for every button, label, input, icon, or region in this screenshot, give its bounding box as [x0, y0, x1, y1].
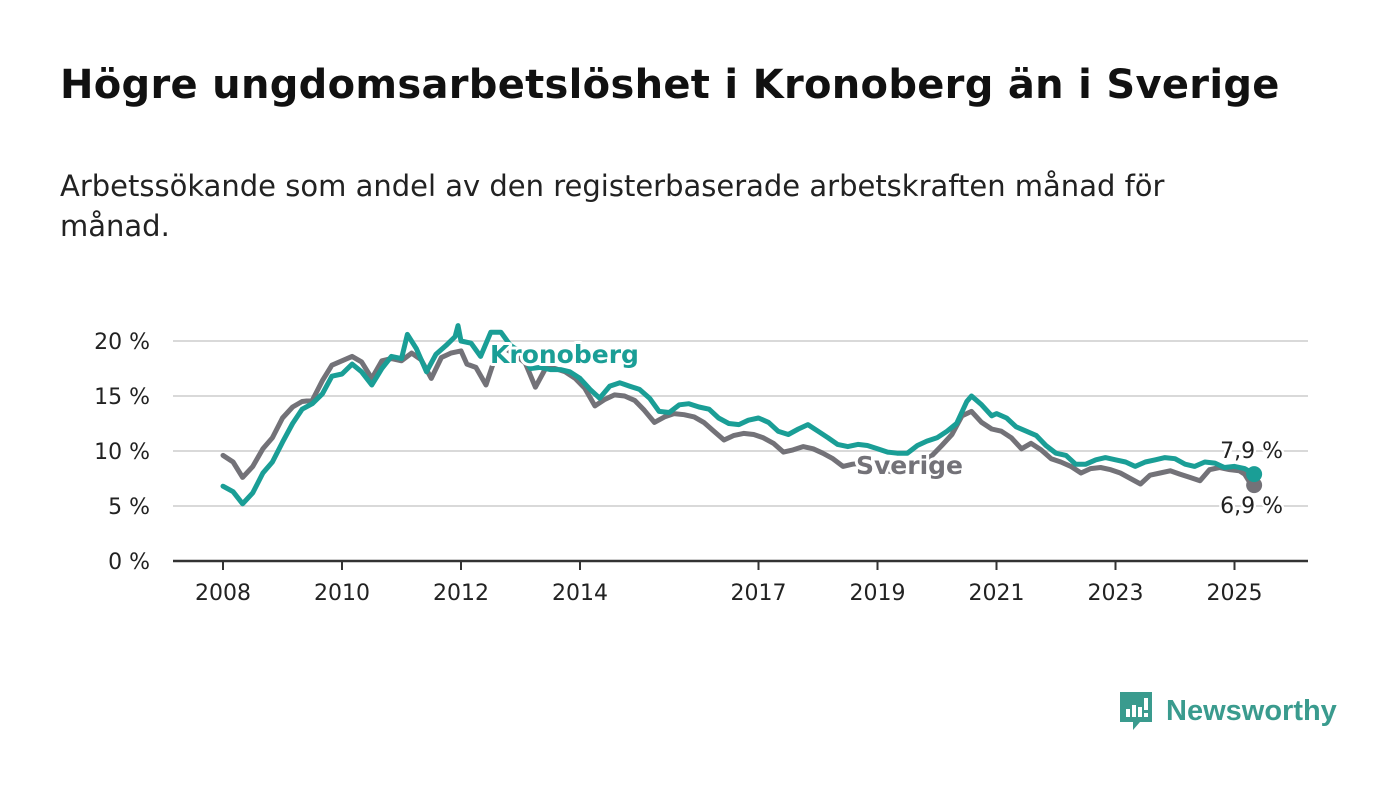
- x-tick-label: 2017: [731, 581, 787, 606]
- y-tick-label: 5 %: [108, 495, 150, 520]
- y-tick-label: 0 %: [108, 550, 150, 575]
- series-label-sverige: Sverige: [856, 451, 963, 480]
- y-axis: 0 % 5 % 10 % 15 % 20 %: [94, 330, 150, 575]
- series-lines: [220, 323, 1263, 507]
- chart-subtitle: Arbetssökande som andel av den registerb…: [60, 169, 1165, 243]
- x-tick-label: 2014: [552, 581, 608, 606]
- chart-title: Högre ungdomsarbetslöshet i Kronoberg än…: [60, 62, 1280, 108]
- newsworthy-logo-icon: [1120, 692, 1152, 730]
- y-tick-label: 20 %: [94, 330, 150, 355]
- x-tick-label: 2025: [1207, 581, 1263, 606]
- series-labels: Kronoberg Sverige 7,9 % 6,9 %: [487, 337, 1286, 522]
- x-tick-label: 2010: [314, 581, 370, 606]
- series-line-sverige: [220, 346, 1257, 488]
- newsworthy-brand: Newsworthy: [1118, 690, 1337, 732]
- x-tick-label: 2008: [195, 581, 251, 606]
- series-line-kronoberg: [220, 323, 1257, 507]
- brand-name: Newsworthy: [1166, 694, 1337, 727]
- x-tick-label: 2019: [850, 581, 906, 606]
- end-point-kronoberg: [1246, 466, 1263, 483]
- end-label-sverige: 6,9 %: [1220, 494, 1283, 519]
- x-axis: 2008 2010 2012 2014 2017 2019 2021 2023 2025: [173, 559, 1308, 606]
- y-tick-label: 10 %: [94, 440, 150, 465]
- grid-lines: [173, 340, 1308, 507]
- x-tick-label: 2023: [1088, 581, 1144, 606]
- x-tick-label: 2021: [969, 581, 1025, 606]
- series-label-kronoberg: Kronoberg: [490, 340, 639, 369]
- end-point-sverige: [1246, 477, 1263, 494]
- x-tick-label: 2012: [433, 581, 489, 606]
- y-tick-label: 15 %: [94, 385, 150, 410]
- end-label-kronoberg: 7,9 %: [1220, 439, 1283, 464]
